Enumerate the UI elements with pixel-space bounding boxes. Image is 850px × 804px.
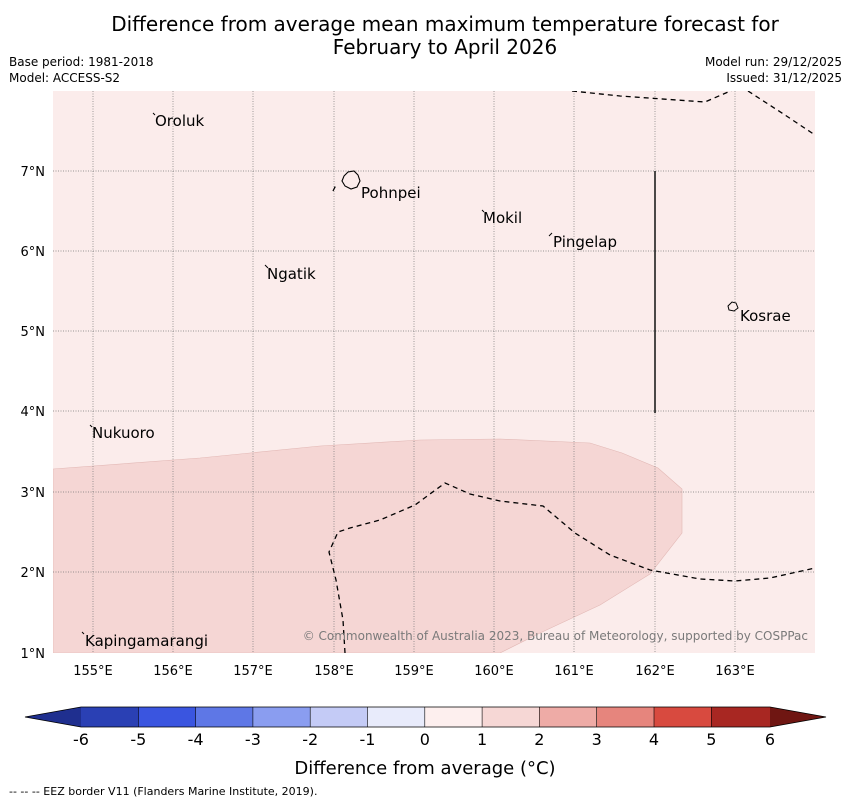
base-period: Base period: 1981-2018 (9, 55, 154, 69)
place-label-oroluk: Oroluk (155, 112, 204, 130)
colorbar-tick-1: 1 (477, 730, 487, 749)
lon-label-158: 158°E (314, 664, 354, 679)
place-label-kapingamarangi: Kapingamarangi (85, 632, 208, 650)
place-label-mokil: Mokil (483, 209, 522, 227)
meta-left: Base period: 1981-2018 Model: ACCESS-S2 (9, 54, 154, 86)
lon-label-159: 159°E (394, 664, 434, 679)
lon-label-163: 163°E (715, 664, 755, 679)
lon-label-157: 157°E (233, 664, 273, 679)
colorbar-extend-low (25, 707, 81, 727)
lat-label-1: 1°N (21, 647, 46, 662)
place-label-kosrae: Kosrae (740, 307, 791, 325)
pohnpei-island-outline (341, 170, 361, 190)
lat-label-3: 3°N (21, 486, 46, 501)
title-line-1: Difference from average mean maximum tem… (111, 12, 779, 36)
lat-label-2: 2°N (21, 566, 46, 581)
colorbar-tick-neg1: -1 (360, 730, 376, 749)
eez-border-north (571, 91, 733, 103)
eez-borders (328, 91, 815, 653)
model-name: Model: ACCESS-S2 (9, 71, 121, 85)
colorbar-label: Difference from average (°C) (294, 758, 555, 779)
colorbar-tick-neg6: -6 (73, 730, 89, 749)
kosrae-island-outline (727, 301, 739, 312)
nukuoro-marker (89, 424, 93, 428)
colorbar-tick-neg2: -2 (302, 730, 318, 749)
lon-label-156: 156°E (153, 664, 193, 679)
colorbar-bin-5-6 (711, 707, 770, 727)
place-label-pingelap: Pingelap (553, 233, 617, 251)
lon-label-162: 162°E (635, 664, 675, 679)
colorbar-tick-4: 4 (649, 730, 659, 749)
colorbar-tick-5: 5 (706, 730, 716, 749)
eez-border-fragment (332, 184, 337, 192)
lat-label-6: 6°N (21, 245, 46, 260)
ngatik-marker (264, 264, 269, 269)
copyright-notice: © Commonwealth of Australia 2023, Bureau… (303, 629, 808, 643)
lat-label-5: 5°N (21, 325, 46, 340)
colorbar-bin-neg6-neg5 (81, 707, 139, 727)
issued-date: Issued: 31/12/2025 (726, 71, 842, 85)
colorbar-bin-4-5 (654, 707, 712, 727)
place-label-pohnpei: Pohnpei (361, 184, 421, 202)
colorbar-tick-6: 6 (765, 730, 775, 749)
place-label-nukuoro: Nukuoro (92, 424, 155, 442)
model-run: Model run: 29/12/2025 (704, 55, 842, 69)
colorbar-bin-0-1 (424, 707, 483, 727)
map-title: Difference from average mean maximum tem… (0, 13, 850, 59)
colorbar-bin-neg1-0 (367, 707, 425, 727)
kapingamarangi-marker (81, 631, 85, 635)
eez-legend-footnote: -- -- -- EEZ border V11 (Flanders Marine… (9, 785, 318, 798)
colorbar-bin-neg3-neg2 (252, 707, 311, 727)
anomaly-region-1-to-2 (53, 438, 683, 653)
colorbar-bin-neg2-neg1 (310, 707, 368, 727)
colorbar-extend-high (770, 707, 826, 727)
atoll-markers (81, 112, 553, 635)
colorbar-tick-0: 0 (420, 730, 430, 749)
title-line-2: February to April 2026 (332, 35, 558, 59)
lon-label-160: 160°E (474, 664, 514, 679)
lon-label-155: 155°E (73, 664, 113, 679)
oroluk-marker (152, 112, 156, 116)
lon-label-161: 161°E (554, 664, 594, 679)
eez-border-south (328, 482, 815, 653)
meta-right: Model run: 29/12/2025 Issued: 31/12/2025 (705, 54, 842, 86)
lat-label-7: 7°N (21, 165, 46, 180)
gridlines (53, 91, 815, 653)
colorbar-dividers (138, 707, 712, 727)
colorbar-tick-2: 2 (534, 730, 544, 749)
colorbar-tick-3: 3 (592, 730, 602, 749)
colorbar-tick-neg5: -5 (130, 730, 146, 749)
colorbar-bin-neg4-neg3 (195, 707, 253, 727)
colorbar-outline (24, 706, 827, 728)
colorbar-tick-neg4: -4 (188, 730, 204, 749)
colorbar-bin-3-4 (596, 707, 654, 727)
pingelap-marker (548, 232, 553, 237)
colorbar-tick-neg3: -3 (245, 730, 261, 749)
lat-label-4: 4°N (21, 405, 46, 420)
colorbar: -6 -5 -4 -3 -2 -1 0 1 2 3 4 5 6 Differen… (24, 706, 827, 779)
colorbar-bin-1-2 (482, 707, 540, 727)
colorbar-bin-neg5-neg4 (138, 707, 196, 727)
colorbar-bin-2-3 (539, 707, 597, 727)
mokil-marker (481, 209, 485, 213)
place-label-ngatik: Ngatik (267, 265, 316, 283)
